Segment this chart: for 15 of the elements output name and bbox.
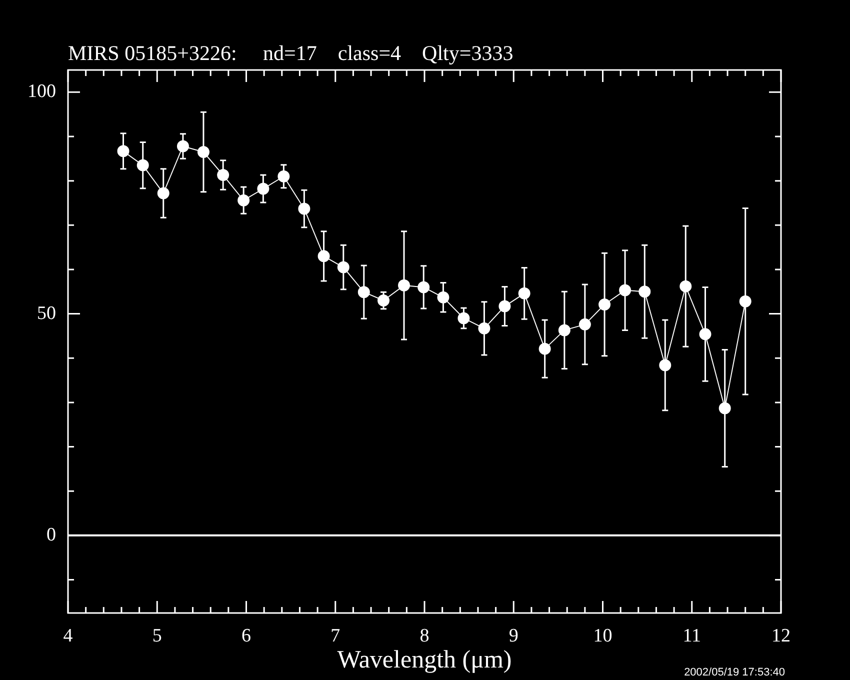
x-axis-title: Wavelength (μm) — [337, 646, 512, 674]
x-tick-label: 7 — [330, 625, 340, 646]
x-tick-label: 6 — [242, 625, 251, 646]
x-tick-label: 5 — [152, 625, 162, 646]
x-tick-label: 4 — [63, 625, 74, 646]
x-tick-label: 9 — [508, 625, 518, 646]
x-tick-label: 10 — [593, 625, 612, 646]
text: 2002/05/19 17:53:40 — [684, 666, 785, 679]
x-tick-label: 8 — [420, 625, 430, 646]
x-tick-label: 11 — [682, 625, 702, 646]
chart-title: MIRS 05185+3226: nd=17 class=4 Qlty=3333 — [68, 41, 514, 65]
y-tick-label: 0 — [46, 524, 56, 546]
y-tick-label: 50 — [37, 302, 56, 324]
x-tick-label: 12 — [772, 625, 790, 646]
y-tick-label: 100 — [28, 81, 56, 102]
